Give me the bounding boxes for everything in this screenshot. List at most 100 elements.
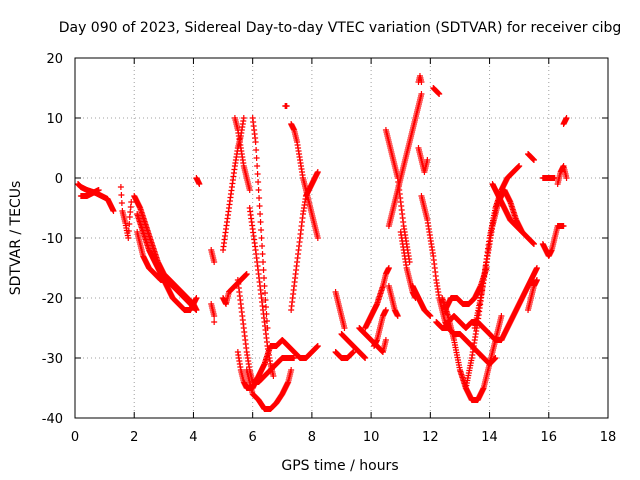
chart-title: Day 090 of 2023, Sidereal Day-to-day VTE… bbox=[59, 20, 622, 36]
data-point bbox=[125, 235, 132, 241]
data-point bbox=[246, 187, 253, 193]
data-point bbox=[270, 373, 277, 379]
data-point bbox=[259, 251, 266, 257]
x-axis-label: GPS time / hours bbox=[281, 458, 398, 474]
data-point bbox=[118, 200, 125, 206]
series-arc-32 bbox=[430, 85, 443, 97]
data-point bbox=[255, 179, 262, 185]
y-tick-label: -30 bbox=[42, 352, 63, 367]
series-arc-7 bbox=[220, 271, 250, 307]
series-arc-6 bbox=[208, 301, 218, 325]
series-arc-21 bbox=[356, 325, 389, 355]
data-point bbox=[263, 311, 270, 317]
data-point bbox=[128, 199, 135, 205]
x-tick-label: 16 bbox=[541, 430, 558, 445]
x-tick-label: 0 bbox=[71, 430, 79, 445]
y-axis-label: SDTVAR / TECUs bbox=[8, 181, 24, 296]
series-arc-2 bbox=[134, 211, 200, 313]
series-arc-3 bbox=[134, 229, 200, 313]
data-point bbox=[263, 318, 270, 324]
y-tick-label: -10 bbox=[42, 232, 63, 247]
series-arc-early-2 bbox=[77, 187, 102, 199]
series-arc-23 bbox=[371, 307, 389, 349]
series-arc-early-3 bbox=[117, 184, 135, 241]
data-point bbox=[530, 157, 537, 163]
data-point bbox=[258, 235, 265, 241]
x-tick-label: 10 bbox=[363, 430, 380, 445]
data-point bbox=[288, 367, 295, 373]
series-arc-34 bbox=[439, 295, 505, 403]
data-point bbox=[243, 271, 250, 277]
data-point bbox=[563, 175, 570, 181]
data-point bbox=[533, 265, 540, 271]
series-arc-13 bbox=[243, 367, 295, 412]
data-point bbox=[350, 349, 357, 355]
data-point bbox=[261, 275, 268, 281]
data-point bbox=[262, 304, 269, 310]
data-point bbox=[254, 171, 261, 177]
data-point bbox=[95, 187, 102, 193]
x-tick-label: 14 bbox=[481, 430, 498, 445]
data-point bbox=[193, 307, 200, 313]
y-tick-label: -40 bbox=[42, 412, 63, 427]
data-point bbox=[256, 203, 263, 209]
series-arc-24 bbox=[385, 283, 401, 319]
data-point bbox=[211, 259, 218, 265]
y-tick-label: 20 bbox=[46, 52, 63, 67]
data-point bbox=[291, 355, 298, 361]
y-tick-label: 0 bbox=[55, 172, 63, 187]
series-arc-4 bbox=[193, 175, 203, 187]
data-point bbox=[257, 211, 264, 217]
data-point bbox=[193, 295, 200, 301]
series-arc-43 bbox=[525, 151, 537, 163]
data-point bbox=[533, 277, 540, 283]
series-arc-28 bbox=[415, 73, 425, 85]
data-point bbox=[427, 313, 434, 319]
series-arc-18 bbox=[332, 289, 348, 331]
series-arc-5 bbox=[208, 247, 218, 265]
data-point bbox=[254, 163, 261, 169]
x-tick-label: 6 bbox=[249, 430, 257, 445]
data-point bbox=[436, 91, 443, 97]
data-point bbox=[126, 221, 133, 227]
data-point bbox=[253, 155, 260, 161]
data-point bbox=[314, 235, 321, 241]
data-point bbox=[252, 139, 259, 145]
series-arc-19 bbox=[338, 331, 369, 361]
series-arc-25 bbox=[382, 127, 413, 265]
series-arc-17 bbox=[288, 169, 321, 313]
data-point bbox=[498, 313, 505, 319]
data-point bbox=[314, 343, 321, 349]
series-arc-42 bbox=[539, 223, 567, 259]
data-point bbox=[424, 157, 431, 163]
series-arc-29 bbox=[415, 145, 431, 175]
series-arc-41 bbox=[525, 277, 540, 313]
data-point bbox=[117, 184, 124, 190]
data-point bbox=[262, 290, 269, 296]
data-point bbox=[341, 325, 348, 331]
data-point bbox=[283, 103, 290, 109]
data-point bbox=[261, 283, 268, 289]
y-tick-label: 10 bbox=[46, 112, 63, 127]
data-point bbox=[418, 79, 425, 85]
series-arc-39 bbox=[489, 181, 537, 247]
data-point bbox=[563, 115, 570, 121]
x-tick-label: 2 bbox=[130, 430, 138, 445]
data-point bbox=[118, 192, 125, 198]
data-point bbox=[382, 307, 389, 313]
x-tick-label: 12 bbox=[422, 430, 439, 445]
data-point bbox=[256, 195, 263, 201]
data-point bbox=[259, 243, 266, 249]
series-arc-9 bbox=[231, 115, 253, 193]
series-arc-44 bbox=[539, 175, 558, 181]
data-point bbox=[255, 187, 262, 193]
series-arc-26 bbox=[385, 91, 425, 229]
data-point bbox=[418, 91, 425, 97]
data-point bbox=[260, 267, 267, 273]
data-point bbox=[264, 325, 271, 331]
data-point bbox=[125, 228, 132, 234]
data-point bbox=[530, 241, 537, 247]
data-point bbox=[560, 223, 567, 229]
data-point bbox=[314, 169, 321, 175]
